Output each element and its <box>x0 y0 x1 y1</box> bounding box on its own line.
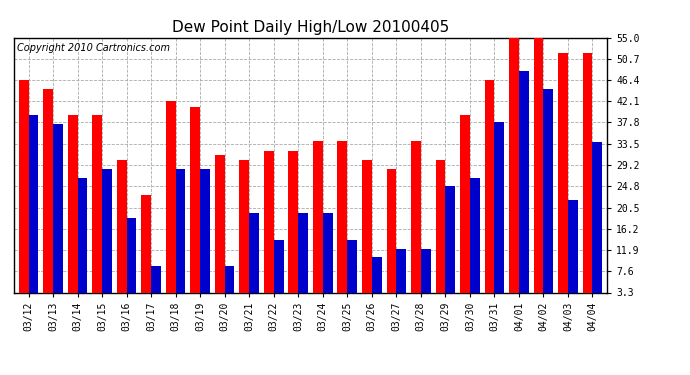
Bar <box>225 266 235 309</box>
Bar <box>460 116 470 309</box>
Bar <box>519 71 529 309</box>
Bar <box>117 160 126 309</box>
Bar <box>68 116 77 309</box>
Bar <box>568 200 578 309</box>
Bar <box>435 160 445 309</box>
Bar <box>337 141 347 309</box>
Bar <box>421 249 431 309</box>
Bar <box>264 151 274 309</box>
Bar <box>43 89 53 309</box>
Bar <box>239 160 249 309</box>
Bar <box>313 141 323 309</box>
Text: Copyright 2010 Cartronics.com: Copyright 2010 Cartronics.com <box>17 43 170 52</box>
Bar <box>298 213 308 309</box>
Bar <box>509 38 519 309</box>
Bar <box>190 106 200 309</box>
Bar <box>411 141 421 309</box>
Bar <box>484 80 495 309</box>
Bar <box>544 89 553 309</box>
Bar <box>126 217 137 309</box>
Bar <box>323 213 333 309</box>
Bar <box>495 122 504 309</box>
Bar <box>288 151 298 309</box>
Bar <box>166 101 176 309</box>
Bar <box>582 53 593 309</box>
Bar <box>470 178 480 309</box>
Bar <box>28 116 39 309</box>
Bar <box>77 178 88 309</box>
Bar <box>249 213 259 309</box>
Bar <box>558 53 568 309</box>
Bar <box>176 169 186 309</box>
Bar <box>372 258 382 309</box>
Title: Dew Point Daily High/Low 20100405: Dew Point Daily High/Low 20100405 <box>172 20 449 35</box>
Bar <box>274 240 284 309</box>
Bar <box>396 249 406 309</box>
Bar <box>593 142 602 309</box>
Bar <box>102 169 112 309</box>
Bar <box>92 116 102 309</box>
Bar <box>347 240 357 309</box>
Bar <box>386 169 396 309</box>
Bar <box>200 169 210 309</box>
Bar <box>19 80 28 309</box>
Bar <box>362 160 372 309</box>
Bar <box>445 186 455 309</box>
Bar <box>215 155 225 309</box>
Bar <box>53 124 63 309</box>
Bar <box>141 195 151 309</box>
Bar <box>151 266 161 309</box>
Bar <box>533 38 544 309</box>
